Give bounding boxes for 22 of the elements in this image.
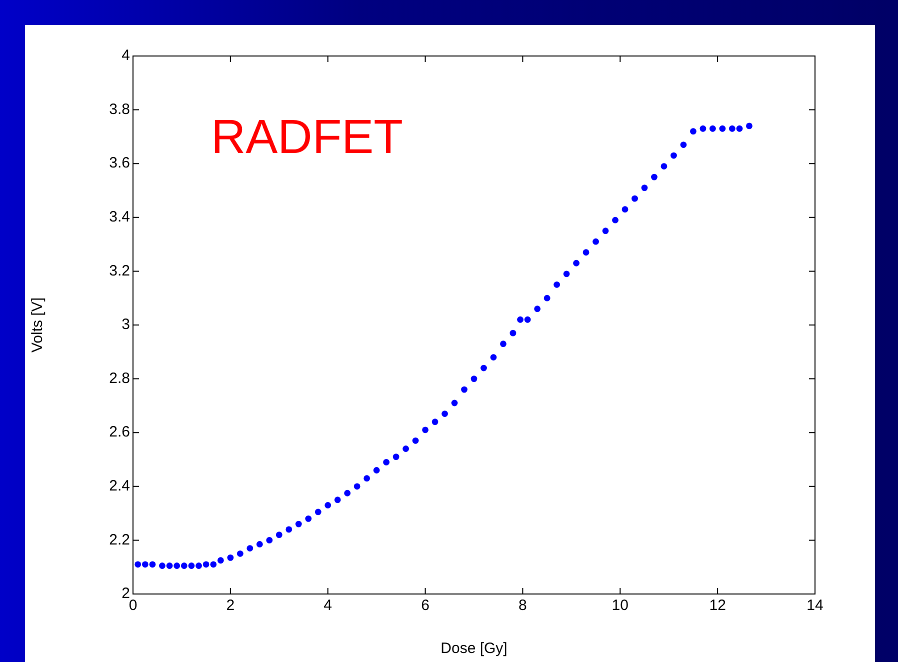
x-tick-label: 2 — [226, 597, 235, 614]
x-tick-label: 8 — [518, 597, 527, 614]
x-tick-label: 10 — [612, 597, 628, 614]
x-tick-label: 6 — [421, 597, 430, 614]
y-tick-label: 2.8 — [109, 370, 130, 387]
x-tick-label: 4 — [324, 597, 332, 614]
y-tick-label: 2.6 — [109, 424, 130, 441]
y-tick-label: 3.4 — [109, 208, 130, 226]
x-tick-label: 14 — [806, 597, 824, 614]
y-tick-label: 3 — [122, 316, 130, 334]
y-tick-label: 4 — [122, 47, 130, 64]
y-tick-label: 2.2 — [109, 531, 130, 548]
x-tick-label: 12 — [709, 597, 726, 614]
y-tick-label: 2.4 — [109, 478, 130, 495]
annotation: RADFET — [211, 111, 403, 164]
y-axis-title: Volts [V] — [29, 297, 46, 353]
y-tick-label: 2 — [122, 585, 130, 602]
y-tick-label: 3.8 — [109, 100, 130, 118]
y-tick-label: 3.2 — [109, 262, 130, 280]
x-axis-title: Dose [Gy] — [440, 640, 508, 658]
y-tick-label: 3.6 — [109, 154, 130, 172]
x-tick-label: 0 — [128, 597, 138, 614]
